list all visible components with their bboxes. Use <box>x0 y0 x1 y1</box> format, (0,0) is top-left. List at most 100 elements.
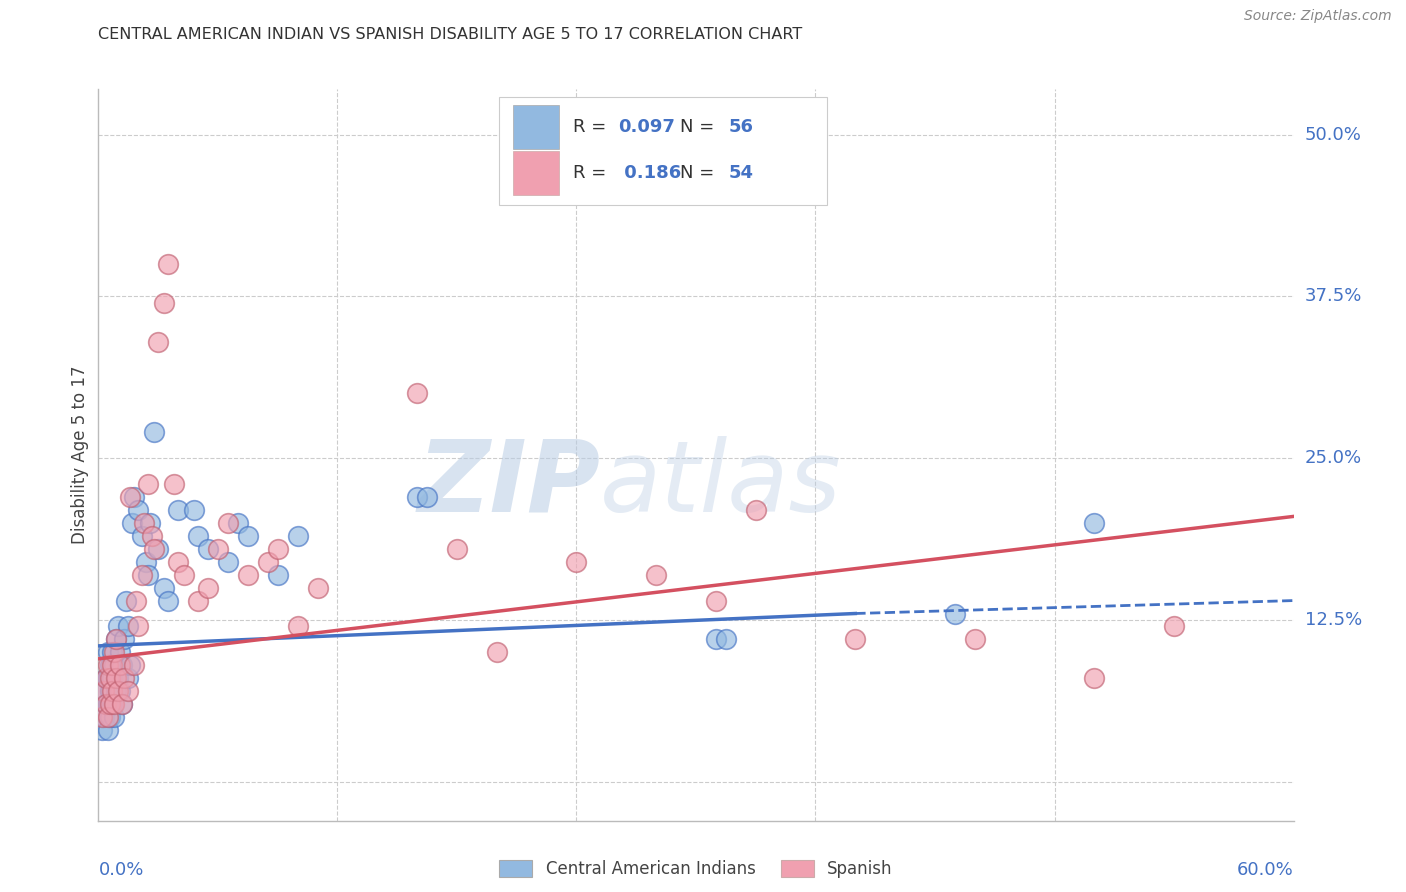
Point <box>167 555 190 569</box>
Point <box>101 697 124 711</box>
Point <box>124 658 146 673</box>
Point <box>226 516 249 530</box>
Point <box>143 425 166 440</box>
Point <box>406 386 429 401</box>
Point <box>91 710 114 724</box>
Point <box>98 697 122 711</box>
Point <box>101 645 124 659</box>
Point <box>103 697 125 711</box>
Point <box>217 516 239 530</box>
Point <box>97 658 120 673</box>
Point <box>153 295 176 310</box>
Point <box>97 710 120 724</box>
Y-axis label: Disability Age 5 to 17: Disability Age 5 to 17 <box>70 366 89 544</box>
Point <box>117 671 139 685</box>
Point <box>267 567 290 582</box>
Point <box>115 593 138 607</box>
Point <box>173 567 195 582</box>
Point <box>157 593 180 607</box>
Point <box>103 645 125 659</box>
Text: 56: 56 <box>728 119 754 136</box>
Point <box>153 581 176 595</box>
Point <box>963 632 986 647</box>
Point <box>98 710 122 724</box>
Point <box>103 658 125 673</box>
Point <box>157 257 180 271</box>
Text: 0.186: 0.186 <box>619 164 682 182</box>
Point <box>96 697 118 711</box>
Point <box>110 645 132 659</box>
Text: R =: R = <box>572 119 612 136</box>
Point <box>105 671 128 685</box>
Point <box>111 697 134 711</box>
Text: Source: ZipAtlas.com: Source: ZipAtlas.com <box>1244 9 1392 23</box>
Point <box>105 632 128 647</box>
Point <box>96 671 118 685</box>
Point <box>207 541 229 556</box>
Point <box>101 684 124 698</box>
Point <box>98 684 122 698</box>
Point <box>187 593 209 607</box>
Point <box>93 684 115 698</box>
Point <box>91 723 114 737</box>
Point <box>287 619 309 633</box>
Point <box>136 477 159 491</box>
Point <box>704 632 727 647</box>
FancyBboxPatch shape <box>513 105 558 149</box>
Point <box>97 645 120 659</box>
Point <box>565 555 588 569</box>
Point <box>167 503 190 517</box>
Point <box>107 671 129 685</box>
Point <box>236 529 259 543</box>
Point <box>416 490 439 504</box>
Point <box>97 697 120 711</box>
Text: R =: R = <box>572 164 612 182</box>
Point <box>97 723 120 737</box>
Point <box>111 697 134 711</box>
Point <box>105 684 128 698</box>
Point <box>98 671 122 685</box>
Point <box>131 529 153 543</box>
Point <box>131 567 153 582</box>
Point <box>1083 671 1105 685</box>
Point <box>287 529 309 543</box>
Point <box>111 658 134 673</box>
Point <box>187 529 209 543</box>
Point <box>704 593 727 607</box>
Point <box>148 541 170 556</box>
Point <box>105 632 128 647</box>
Text: 0.097: 0.097 <box>619 119 675 136</box>
Point <box>127 619 149 633</box>
Point <box>107 619 129 633</box>
Point <box>98 658 122 673</box>
Text: 60.0%: 60.0% <box>1237 861 1294 879</box>
Point <box>1163 619 1185 633</box>
Point <box>139 516 162 530</box>
Point <box>97 671 120 685</box>
Point <box>136 567 159 582</box>
Point <box>714 632 737 647</box>
Point <box>163 477 186 491</box>
Point <box>101 671 124 685</box>
Point <box>645 567 668 582</box>
Text: CENTRAL AMERICAN INDIAN VS SPANISH DISABILITY AGE 5 TO 17 CORRELATION CHART: CENTRAL AMERICAN INDIAN VS SPANISH DISAB… <box>98 27 803 42</box>
Point <box>256 555 278 569</box>
Point <box>267 541 290 556</box>
Text: 54: 54 <box>728 164 754 182</box>
Point <box>107 684 129 698</box>
Point <box>120 490 142 504</box>
Point <box>307 581 329 595</box>
Text: atlas: atlas <box>600 435 842 533</box>
Point <box>125 593 148 607</box>
Point <box>485 645 508 659</box>
Point <box>143 541 166 556</box>
Point <box>406 490 429 504</box>
Point <box>446 541 468 556</box>
Point <box>217 555 239 569</box>
Point <box>112 632 135 647</box>
Text: 12.5%: 12.5% <box>1305 611 1362 629</box>
Point <box>148 334 170 349</box>
Text: N =: N = <box>681 164 720 182</box>
Text: 37.5%: 37.5% <box>1305 287 1362 305</box>
Point <box>96 671 118 685</box>
